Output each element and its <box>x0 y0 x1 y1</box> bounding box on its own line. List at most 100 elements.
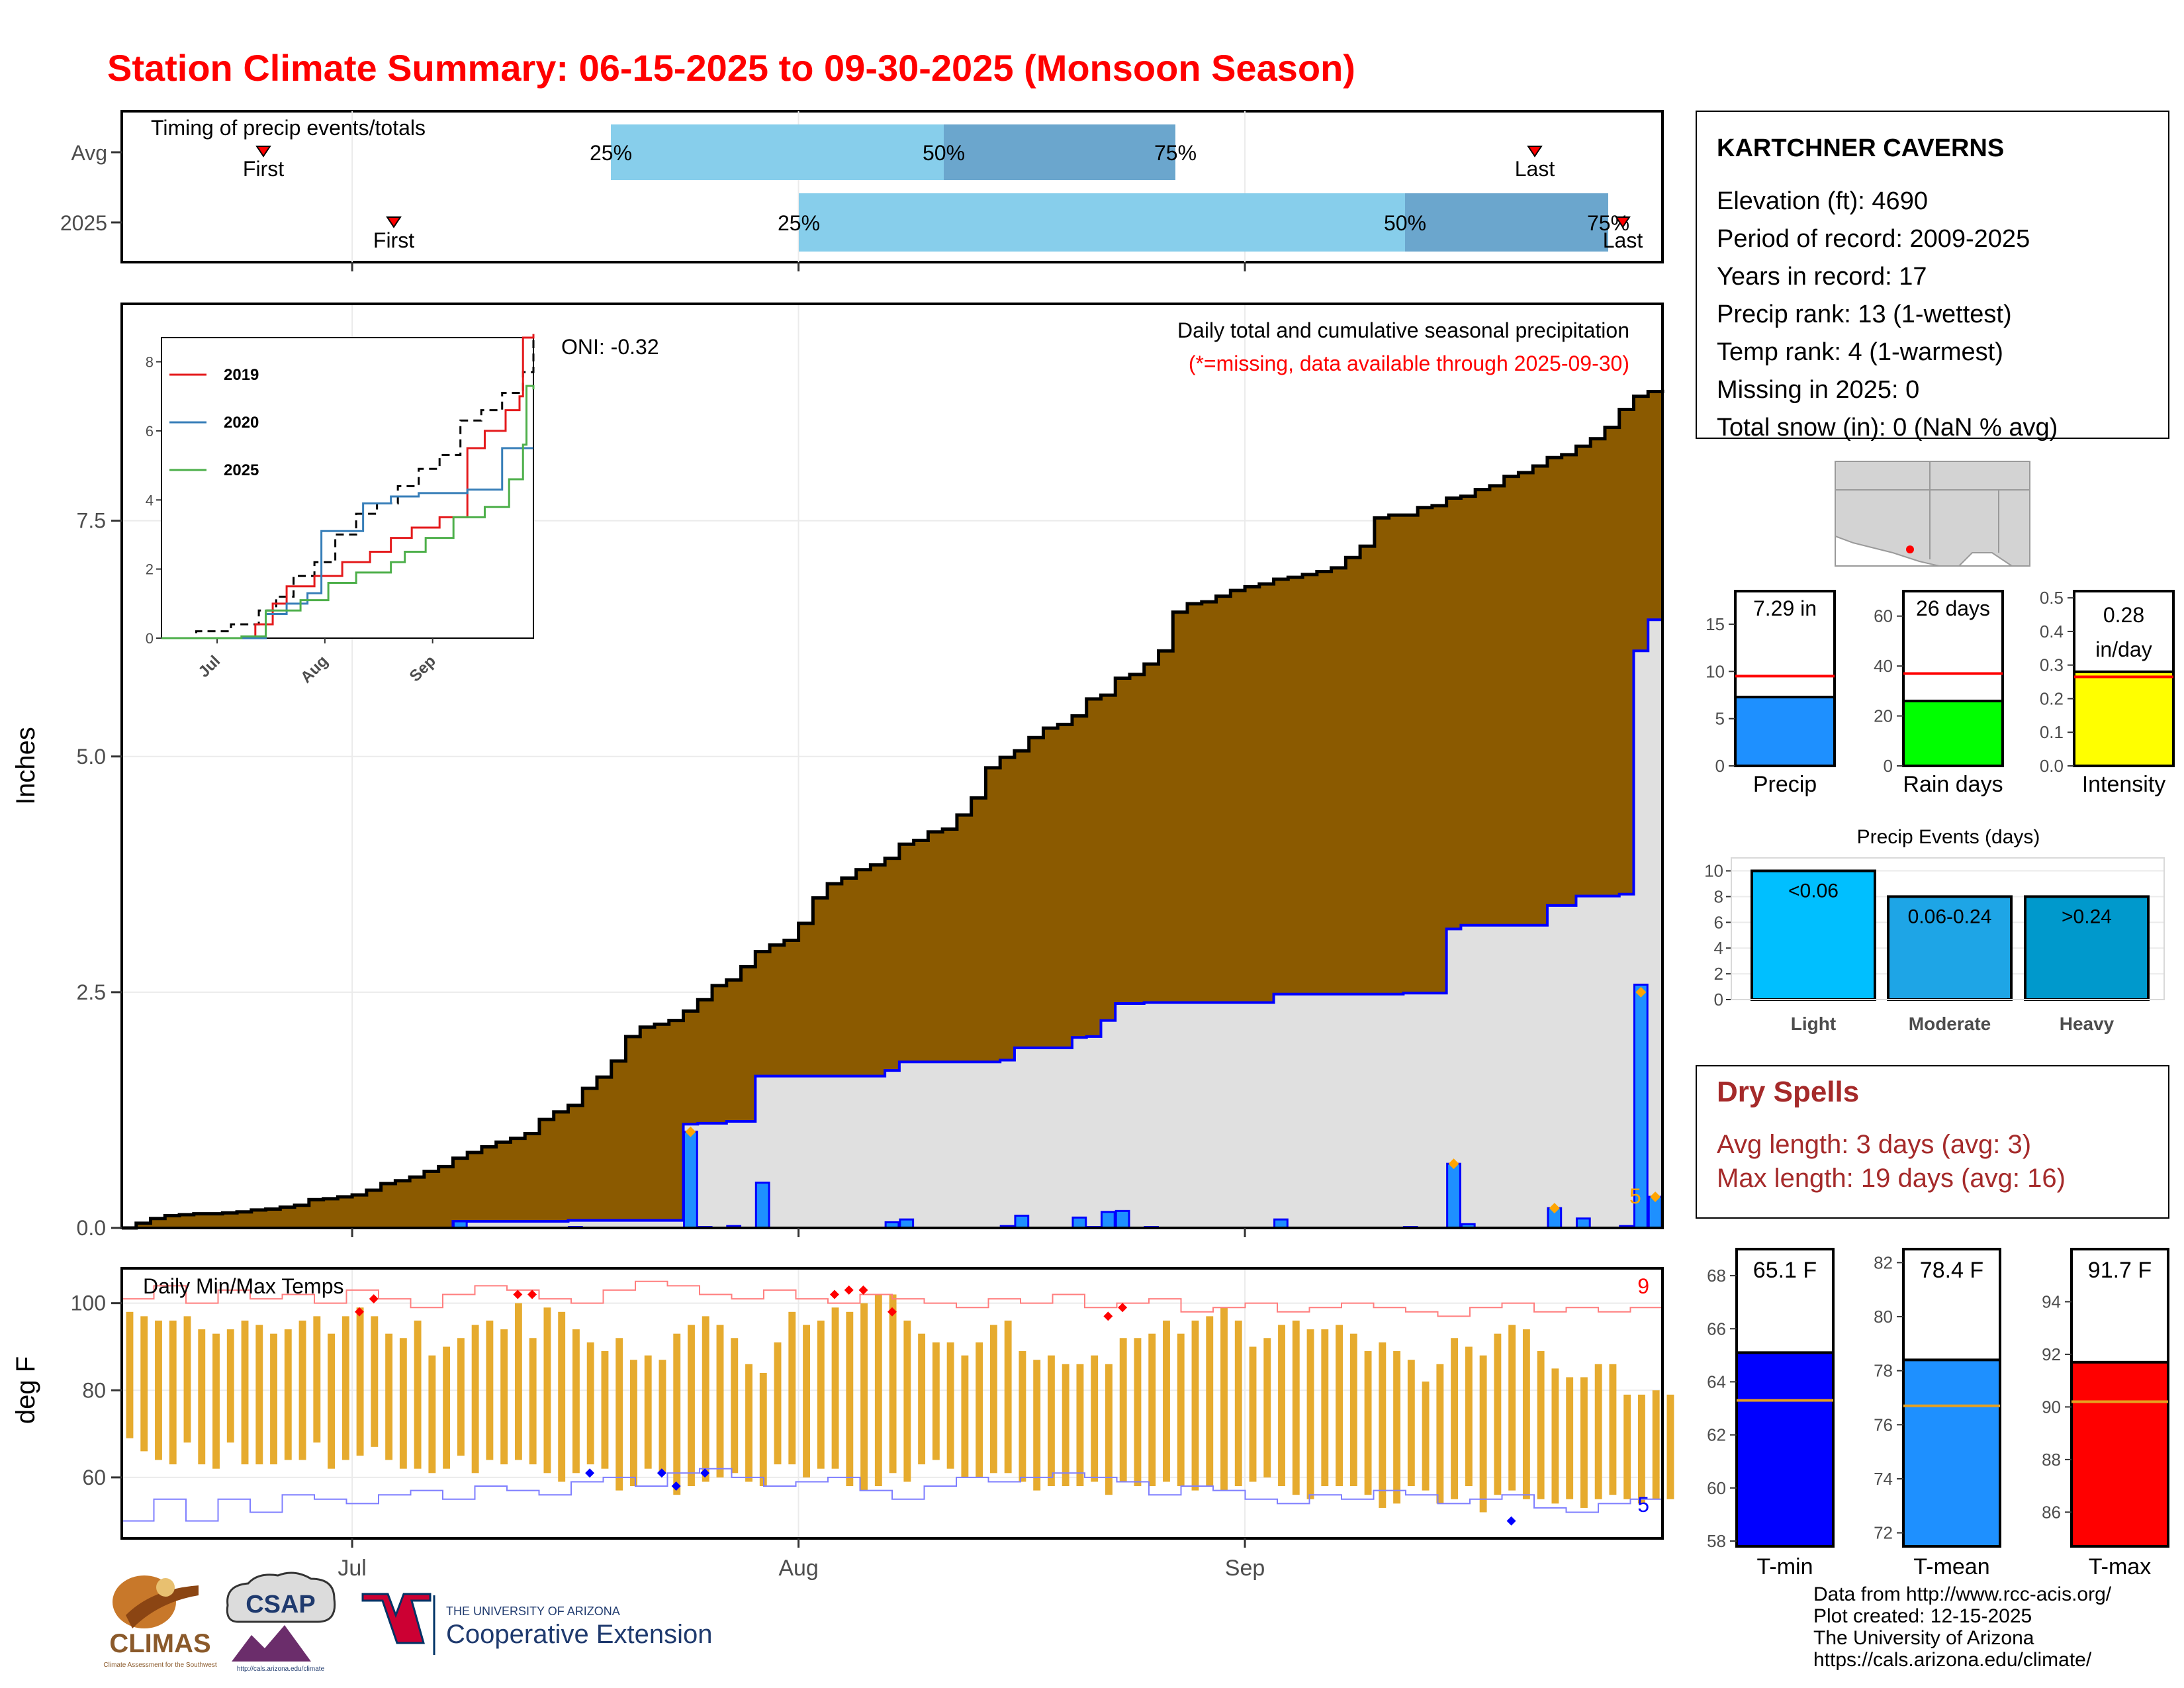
inset-2019-line <box>161 334 535 639</box>
daily-temp-bar <box>155 1320 162 1460</box>
daily-temp-bar <box>399 1338 407 1469</box>
events-ytick-label: 4 <box>1714 938 1723 958</box>
daily-temp-bar <box>774 1342 782 1465</box>
daily-temp-bar <box>803 1325 810 1477</box>
daily-temp-bar <box>1638 1394 1645 1504</box>
month-label: Aug <box>778 1556 819 1581</box>
y2025-50pct-label: 50% <box>1384 211 1426 235</box>
daily-temp-bar <box>1594 1364 1602 1499</box>
summary-ytick-label: 0.5 <box>2040 588 2064 608</box>
daily-precip-bar <box>683 1131 698 1229</box>
record-high-marker <box>354 1307 364 1317</box>
footer-line: The University of Arizona <box>1813 1627 2034 1649</box>
temp-summary-value: 78.4 F <box>1920 1258 1983 1283</box>
summary-value: 26 days <box>1916 596 1990 620</box>
summary-label: Intensity <box>2082 772 2166 797</box>
station-location-marker <box>1906 545 1914 553</box>
temp-summary-value: 91.7 F <box>2088 1258 2152 1283</box>
map-mexico-east <box>1957 552 2015 567</box>
daily-temp-bar <box>1623 1394 1631 1499</box>
record-count-label: 5 <box>1629 1184 1641 1208</box>
daily-temp-bar <box>212 1333 220 1469</box>
cumulative-deficit-area <box>122 389 1662 1228</box>
locator-map <box>1835 461 2030 567</box>
daily-temp-bar <box>1191 1320 1199 1491</box>
daily-temp-bar <box>1551 1368 1559 1504</box>
temp-summary-bars: 65.1 F 58 60 62 64 66 68 T-min 78.4 F 72 74 76 78 80 8… <box>1707 1248 2169 1579</box>
dry-spells-max: Max length: 19 days (avg: 16) <box>1717 1164 2066 1193</box>
daily-temp-bar <box>817 1320 825 1469</box>
daily-temp-bar <box>471 1325 479 1474</box>
inset-2020-line <box>161 447 533 639</box>
timing-label: Timing of precip events/totals <box>151 116 426 140</box>
record-high-marker <box>844 1285 854 1295</box>
temp-ylabel: deg F <box>11 1356 40 1424</box>
record-high-marker <box>829 1289 839 1299</box>
daily-temp-bar <box>1163 1320 1170 1482</box>
dry-spells-box <box>1696 1065 2169 1219</box>
record-precip-marker <box>1448 1158 1459 1170</box>
daily-temp-bar <box>198 1329 206 1465</box>
daily-temp-bar <box>1234 1320 1242 1487</box>
daily-temp-bar <box>1076 1364 1084 1487</box>
daily-temp-bar <box>874 1294 882 1487</box>
temp-summary-label: T-mean <box>1913 1554 1989 1579</box>
events-bar-range: >0.24 <box>2062 906 2112 927</box>
precip-ytick-label: 7.5 <box>77 509 106 533</box>
daily-temp-bar <box>428 1355 436 1474</box>
footer: Data from http://www.rcc-acis.org/Plot c… <box>1813 1583 2112 1671</box>
daily-temp-bar <box>961 1355 969 1477</box>
daily-temp-bar <box>1306 1329 1314 1499</box>
daily-temp-bar <box>716 1325 724 1477</box>
temp-summary-ytick-label: 76 <box>1874 1415 1893 1434</box>
daily-temp-bar <box>1349 1333 1357 1487</box>
inset-average-line <box>161 334 535 639</box>
daily-temp-bar <box>1263 1338 1271 1477</box>
daily-temp-bar <box>1019 1351 1026 1482</box>
daily-temp-bar <box>298 1320 306 1460</box>
daily-temp-bar <box>1451 1338 1459 1499</box>
footer-line: Plot created: 12-15-2025 <box>1813 1605 2032 1627</box>
timing-row-avg-label: Avg <box>71 141 107 165</box>
temp-panel: Daily Min/Max Temps 9 5 60 80 100 deg F Jul Aug S… <box>11 1267 1674 1581</box>
y2025-last-marker <box>1615 216 1631 228</box>
daily-temp-bar <box>183 1316 191 1443</box>
precip-ylabel: Inches <box>11 727 40 805</box>
ua-logo-mark <box>361 1593 432 1644</box>
daily-temp-bar <box>1537 1351 1545 1499</box>
record-low-marker <box>671 1481 681 1491</box>
daily-temp-bar <box>1062 1364 1069 1487</box>
average-cumulative-line <box>122 389 1664 1230</box>
daily-precip-bar <box>1446 1162 1461 1229</box>
inset-ytick-label: 4 <box>146 492 154 508</box>
summary-bars: 7.29 in 0 5 10 15 Precip 26 days 0 20 40 60 Rain da… <box>1706 588 2175 797</box>
inset-frame <box>161 337 534 639</box>
temp-high-count: 9 <box>1637 1274 1649 1298</box>
daily-precip-bar <box>1014 1214 1030 1229</box>
daily-temp-bar <box>514 1303 522 1460</box>
daily-temp-bar <box>630 1360 637 1487</box>
y2025-first-marker <box>386 216 402 228</box>
daily-temp-bar <box>889 1294 897 1474</box>
events-bar <box>2024 895 2150 1002</box>
climas-logo-text: CLIMAS <box>109 1629 210 1658</box>
station-info: KARTCHNER CAVERNS Elevation (ft): 4690 Per… <box>1696 111 2169 442</box>
daily-temp-bar <box>1249 1346 1257 1482</box>
station-detail: Total snow (in): 0 (NaN % avg) <box>1717 414 2058 442</box>
summary-ytick-label: 5 <box>1715 709 1725 729</box>
daily-temp-bar <box>918 1333 926 1465</box>
summary-bar <box>1902 699 2004 768</box>
daily-temp-bar <box>443 1346 451 1469</box>
daily-temp-bar <box>745 1364 752 1482</box>
daily-temp-bar <box>371 1316 379 1447</box>
events-frame <box>1731 857 2165 1000</box>
temp-summary-bar <box>2070 1360 2169 1548</box>
precip-ytick-label: 2.5 <box>77 980 106 1004</box>
temp-summary-label: T-min <box>1757 1554 1813 1579</box>
precip-ytick-label: 5.0 <box>77 745 106 769</box>
daily-temp-bar <box>1436 1364 1444 1504</box>
y2025-quartile-2-bar <box>1405 193 1608 252</box>
summary-ytick-label: 0.1 <box>2040 722 2064 742</box>
summary-ytick-label: 0.2 <box>2040 688 2064 708</box>
